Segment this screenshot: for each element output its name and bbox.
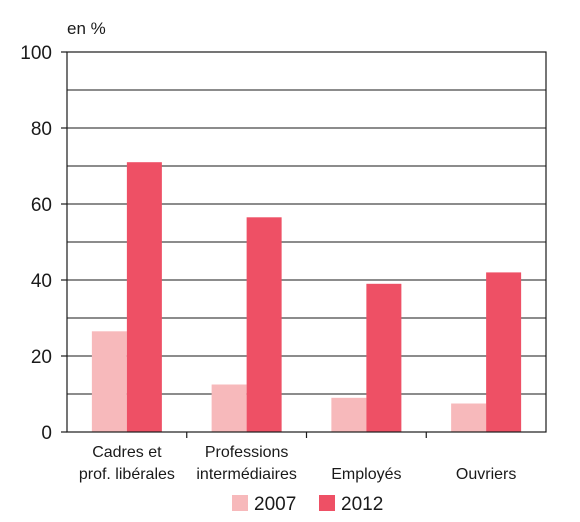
category-label: prof. libérales (79, 466, 175, 483)
y-tick-label: 100 (20, 43, 52, 64)
legend-label-2012: 2012 (341, 494, 383, 515)
y-tick-label: 20 (31, 347, 52, 368)
legend: 2007 2012 (232, 494, 383, 515)
category-label: Employés (331, 466, 401, 483)
unit-label: en % (67, 19, 106, 38)
category-label: Cadres et (92, 444, 162, 461)
legend-swatch-2012 (319, 495, 335, 511)
category-label: Ouvriers (456, 466, 516, 483)
bar-2012-1 (246, 217, 282, 432)
y-tick-label: 60 (31, 195, 52, 216)
bar-2012-2 (366, 283, 402, 432)
y-tick-label: 0 (41, 423, 52, 444)
bar-2007-1 (211, 384, 247, 432)
bars (91, 162, 522, 432)
bar-2012-0 (126, 162, 162, 432)
bar-2012-3 (486, 272, 522, 432)
y-tick-label: 40 (31, 271, 52, 292)
category-label: Professions (205, 444, 289, 461)
legend-swatch-2007 (232, 495, 248, 511)
y-tick-label: 80 (31, 119, 52, 140)
category-label: intermédiaires (196, 466, 296, 483)
bar-2007-3 (451, 403, 487, 432)
bar-2007-0 (91, 331, 127, 432)
legend-label-2007: 2007 (254, 494, 296, 515)
bar-2007-2 (331, 397, 367, 432)
x-axis: Cadres et prof. libérales Professions inter… (79, 432, 516, 483)
y-axis: 0 20 40 60 80 100 (20, 43, 67, 444)
